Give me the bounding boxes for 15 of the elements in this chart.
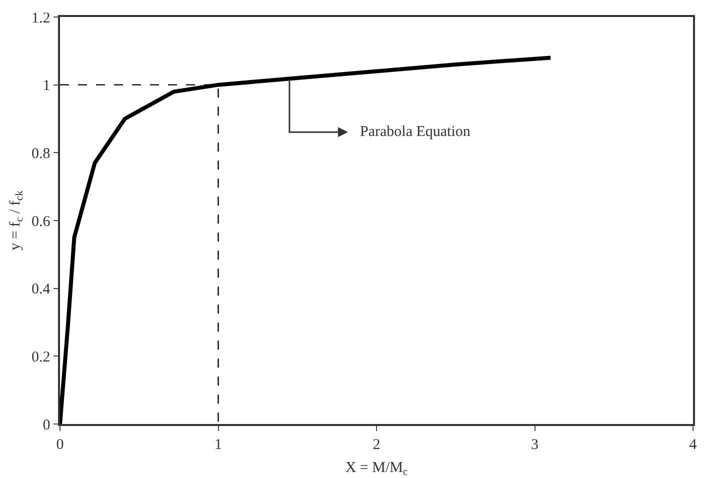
y-tick-label: 0.6 bbox=[32, 214, 51, 230]
x-axis-title: X = M/M$_{c}$ bbox=[345, 460, 408, 478]
x-tick-label: 2 bbox=[372, 436, 380, 453]
y-tick-label: 1 bbox=[42, 78, 50, 94]
y-tick-label: 0.2 bbox=[32, 349, 50, 366]
y-tick-label: 0.4 bbox=[32, 282, 51, 298]
x-tick-label: 3 bbox=[531, 436, 538, 453]
x-tick-label: 0 bbox=[56, 436, 64, 453]
annotation: Parabola Equation bbox=[360, 124, 471, 140]
y-tick-label: 1.2 bbox=[32, 10, 50, 26]
y-tick-label: 0 bbox=[42, 417, 50, 434]
x-tick-label: 4 bbox=[689, 436, 698, 453]
x-tick-label: 1 bbox=[214, 436, 222, 453]
y-tick-label: 0.8 bbox=[32, 146, 50, 162]
line-series bbox=[60, 56, 553, 424]
